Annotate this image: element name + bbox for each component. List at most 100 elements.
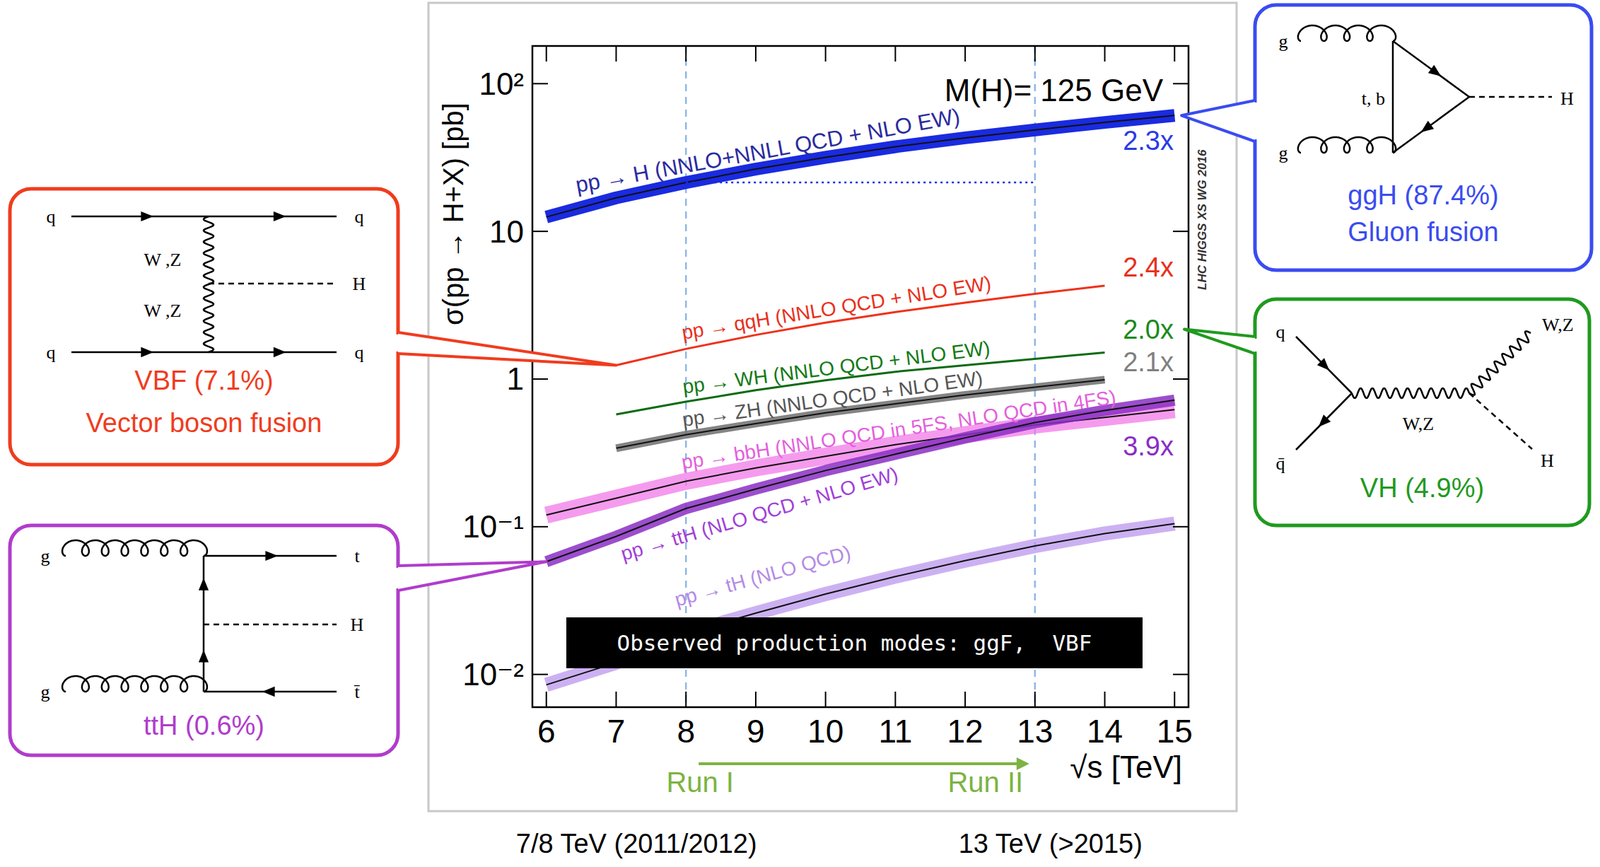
- callout-sublabel: Vector boson fusion: [86, 407, 323, 438]
- diagram-label: H: [1560, 88, 1574, 109]
- diagram-label: q: [46, 342, 56, 363]
- diagram-label: g: [1279, 142, 1289, 164]
- fermion-arrow: [1318, 414, 1331, 428]
- y-tick: [1172, 378, 1189, 380]
- y-tick: [1172, 82, 1189, 85]
- run-period: 7/8 TeV (2011/2012): [516, 828, 758, 859]
- x-tick-label: 9: [746, 712, 766, 750]
- fermion-line: [1295, 393, 1352, 450]
- callout-tail: [1181, 100, 1255, 142]
- callout-label: VH (4.9%): [1360, 473, 1485, 503]
- fermion-line: [1392, 41, 1395, 153]
- x-tick: [1104, 45, 1106, 62]
- series-label: pp → ttH (NLO QCD + NLO EW): [618, 463, 901, 565]
- x-tick: [685, 45, 687, 62]
- diagram-label: W ,Z: [144, 300, 182, 321]
- callout-label: VBF (7.1%): [134, 365, 273, 396]
- fermion-arrow: [1317, 357, 1330, 371]
- callout-tail-fill: [398, 332, 617, 366]
- x-tick: [964, 691, 966, 708]
- callout-label: ttH (0.6%): [143, 710, 265, 741]
- x-tick: [825, 45, 827, 62]
- run-period: 13 TeV (>2015): [958, 828, 1143, 859]
- callout-tail-fill: [1184, 329, 1255, 354]
- fermion-arrow: [273, 347, 287, 358]
- x-tick-label: 15: [1156, 712, 1193, 750]
- x-tick: [894, 45, 896, 62]
- diagram-label: g: [41, 545, 51, 567]
- y-tick: [1172, 526, 1189, 528]
- x-tick: [685, 691, 687, 708]
- run-line: [1034, 45, 1037, 708]
- x-tick-label: 13: [1016, 712, 1053, 750]
- fermion-arrow: [198, 577, 209, 591]
- fermion-line: [71, 351, 337, 354]
- x-tick: [545, 45, 548, 62]
- x-tick-label: 14: [1086, 712, 1123, 750]
- fermion-arrow: [140, 211, 154, 222]
- diagram-label: q: [354, 206, 365, 227]
- x-tick-label: 10: [807, 712, 844, 750]
- ratio-label: 3.9x: [1122, 431, 1174, 461]
- diagram-label: g: [41, 681, 51, 703]
- ratio-label: 2.1x: [1122, 347, 1174, 377]
- diagram-label: t: [354, 545, 360, 567]
- fermion-line: [1295, 336, 1352, 394]
- x-tick: [964, 45, 966, 62]
- y-tick: [1172, 673, 1189, 676]
- boson-line: [1351, 388, 1470, 399]
- x-tick: [615, 45, 617, 62]
- source: LHC HIGGS XS WG 2016: [1195, 149, 1210, 290]
- higgs-line: [1469, 96, 1552, 99]
- ratio-label: 2.4x: [1122, 252, 1174, 283]
- reference-line: [685, 181, 1036, 184]
- fermion-line: [71, 215, 337, 218]
- x-tick: [1104, 691, 1106, 708]
- panel-frame: [428, 2, 1237, 811]
- gluon-line: [1298, 25, 1396, 42]
- fermion-arrow: [265, 550, 278, 561]
- series-labels: pp → H (NNLO+NNLL QCD + NLO EW)pp → qqH …: [573, 103, 1118, 611]
- higgs-line: [208, 282, 337, 285]
- diagram-label: q̄: [1276, 453, 1286, 474]
- callout-joint: [395, 567, 401, 589]
- diagram-label: H: [352, 273, 367, 295]
- callout-tail: [1184, 329, 1255, 354]
- y-tick: [1172, 230, 1189, 232]
- x-tick: [545, 691, 548, 708]
- figure: 10⁻²10⁻¹11010²6789101112131415pp → H (NN…: [0, 0, 1600, 867]
- run-arrow: [698, 762, 1020, 766]
- x-tick-label: 6: [537, 712, 556, 750]
- callout-label: ggH (87.4%): [1347, 180, 1499, 210]
- diagram-label: t̄: [354, 681, 361, 703]
- feynman-diagram: ggt, bHggH (87.4%)Gluon fusion: [1279, 25, 1575, 247]
- callout-tail: [398, 332, 617, 366]
- y-tick: [532, 526, 548, 528]
- fermion-arrow: [273, 211, 287, 222]
- x-tick: [755, 691, 757, 708]
- callout-box: [9, 188, 399, 465]
- x-tick: [894, 691, 896, 708]
- gluon-line: [62, 540, 208, 556]
- callout-tail-fill: [1181, 100, 1255, 142]
- gluon-line: [62, 675, 208, 692]
- x-tick: [1173, 691, 1176, 708]
- x-tick-label: 12: [946, 712, 983, 750]
- y-axis-title: σ(pp → H+X) [pb]: [437, 102, 469, 326]
- callout-joint: [395, 334, 401, 352]
- higgs-line: [203, 623, 337, 626]
- diagram-label: W,Z: [1402, 413, 1435, 435]
- y-tick: [532, 82, 548, 85]
- plot-frame: [532, 45, 1189, 708]
- x-tick: [1034, 45, 1036, 62]
- diagram-label: W,Z: [1542, 314, 1574, 336]
- callout-tail: [398, 561, 547, 591]
- fermion-arrow: [1428, 65, 1441, 77]
- diagram-label: q: [1276, 321, 1286, 343]
- plot-area: [546, 45, 1176, 708]
- ratio-label: 2.3x: [1122, 125, 1174, 156]
- fermion-arrow: [262, 686, 276, 697]
- fermion-arrow: [1421, 120, 1434, 133]
- diagram-label: W ,Z: [144, 249, 182, 271]
- feynman-diagram: qq̄W,ZW,ZHVH (4.9%): [1276, 314, 1574, 504]
